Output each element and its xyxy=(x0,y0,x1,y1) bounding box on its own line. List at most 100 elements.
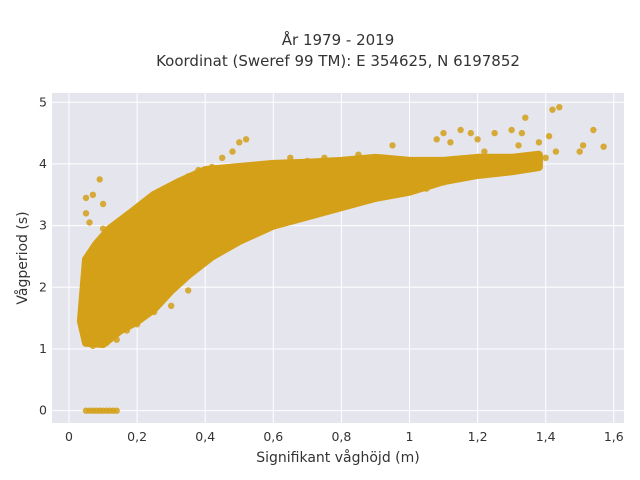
data-point xyxy=(372,163,379,171)
chart-title-line2: Koordinat (Sweref 99 TM): E 354625, N 61… xyxy=(156,52,520,70)
data-point xyxy=(508,126,515,134)
data-point xyxy=(116,234,124,242)
data-point xyxy=(208,163,216,171)
data-point xyxy=(253,191,260,198)
data-point xyxy=(525,157,532,165)
x-axis-title: Signifikant våghöjd (m) xyxy=(256,449,419,466)
data-point xyxy=(304,203,311,211)
data-point xyxy=(270,185,277,192)
data-point xyxy=(433,136,440,143)
data-point xyxy=(168,228,175,235)
data-point xyxy=(515,142,522,149)
data-point xyxy=(219,203,226,211)
data-points xyxy=(79,104,607,414)
data-point xyxy=(127,222,134,229)
data-point xyxy=(491,166,498,174)
data-point xyxy=(110,250,117,257)
data-point xyxy=(467,129,474,137)
data-point xyxy=(236,234,243,242)
y-tick-label: 0 xyxy=(39,403,47,418)
data-point xyxy=(86,219,93,226)
data-point xyxy=(457,173,464,180)
data-point xyxy=(253,222,260,229)
data-point xyxy=(82,321,90,328)
data-point xyxy=(440,179,447,186)
data-point xyxy=(202,210,209,217)
data-point xyxy=(150,308,158,316)
data-point xyxy=(549,106,556,113)
data-point xyxy=(576,148,583,155)
data-point xyxy=(542,154,549,161)
data-point xyxy=(113,336,120,343)
y-tick-label: 3 xyxy=(39,218,47,233)
data-point xyxy=(236,139,243,146)
data-point xyxy=(79,314,86,322)
data-point xyxy=(600,143,607,150)
data-point xyxy=(195,166,202,174)
data-point xyxy=(86,265,93,272)
data-point xyxy=(423,166,430,174)
data-point xyxy=(522,114,529,121)
data-point xyxy=(579,142,587,149)
data-point xyxy=(508,160,515,168)
data-point xyxy=(144,203,151,211)
data-point xyxy=(89,247,97,254)
data-point xyxy=(185,173,192,180)
data-point xyxy=(481,148,488,155)
data-point xyxy=(590,126,597,134)
data-point xyxy=(99,225,107,232)
data-point xyxy=(321,173,328,180)
y-tick-labels: 0 1 2 3 4 5 xyxy=(39,94,47,417)
data-point xyxy=(440,129,447,137)
data-point xyxy=(287,154,294,161)
data-point xyxy=(229,148,236,155)
data-point xyxy=(518,129,526,137)
data-point xyxy=(133,321,141,328)
x-tick-label: 1,6 xyxy=(604,429,624,444)
x-tick-label: 0 xyxy=(65,429,73,444)
data-point xyxy=(86,302,93,309)
data-point xyxy=(185,222,192,229)
data-point xyxy=(133,253,141,260)
data-point xyxy=(321,200,328,208)
data-point xyxy=(168,182,175,189)
data-point xyxy=(113,407,120,414)
data-point xyxy=(389,142,396,149)
data-point xyxy=(219,154,226,161)
data-point xyxy=(389,160,396,168)
x-tick-labels: 0 0,2 0,4 0,6 0,8 1 1,2 1,4 1,6 xyxy=(65,429,624,444)
chart-title-line1: År 1979 - 2019 xyxy=(282,30,395,49)
data-point xyxy=(82,296,90,303)
data-point xyxy=(355,151,362,158)
data-point xyxy=(185,287,192,294)
data-point xyxy=(528,151,536,158)
data-point xyxy=(93,327,100,334)
data-point xyxy=(474,136,481,143)
data-point xyxy=(89,191,97,198)
data-point xyxy=(372,188,379,195)
data-point xyxy=(96,176,103,183)
x-tick-label: 1 xyxy=(406,429,414,444)
x-tick-label: 1,4 xyxy=(536,429,556,444)
data-point xyxy=(545,133,553,140)
data-point xyxy=(304,157,311,165)
data-point xyxy=(552,148,560,155)
y-axis-title: Vågperiod (s) xyxy=(14,211,31,304)
x-tick-label: 1,2 xyxy=(468,429,488,444)
data-point xyxy=(99,200,107,208)
data-point xyxy=(99,237,107,245)
data-point xyxy=(93,271,100,279)
data-point xyxy=(321,154,328,161)
data-point xyxy=(304,176,311,183)
data-point xyxy=(270,216,277,223)
data-point xyxy=(406,157,413,165)
data-point xyxy=(82,194,90,202)
data-point xyxy=(338,197,345,205)
y-tick-label: 4 xyxy=(39,156,47,171)
data-point xyxy=(423,185,430,192)
data-point xyxy=(150,240,158,248)
data-point xyxy=(103,339,110,346)
data-point xyxy=(242,136,250,143)
data-point xyxy=(150,194,158,202)
